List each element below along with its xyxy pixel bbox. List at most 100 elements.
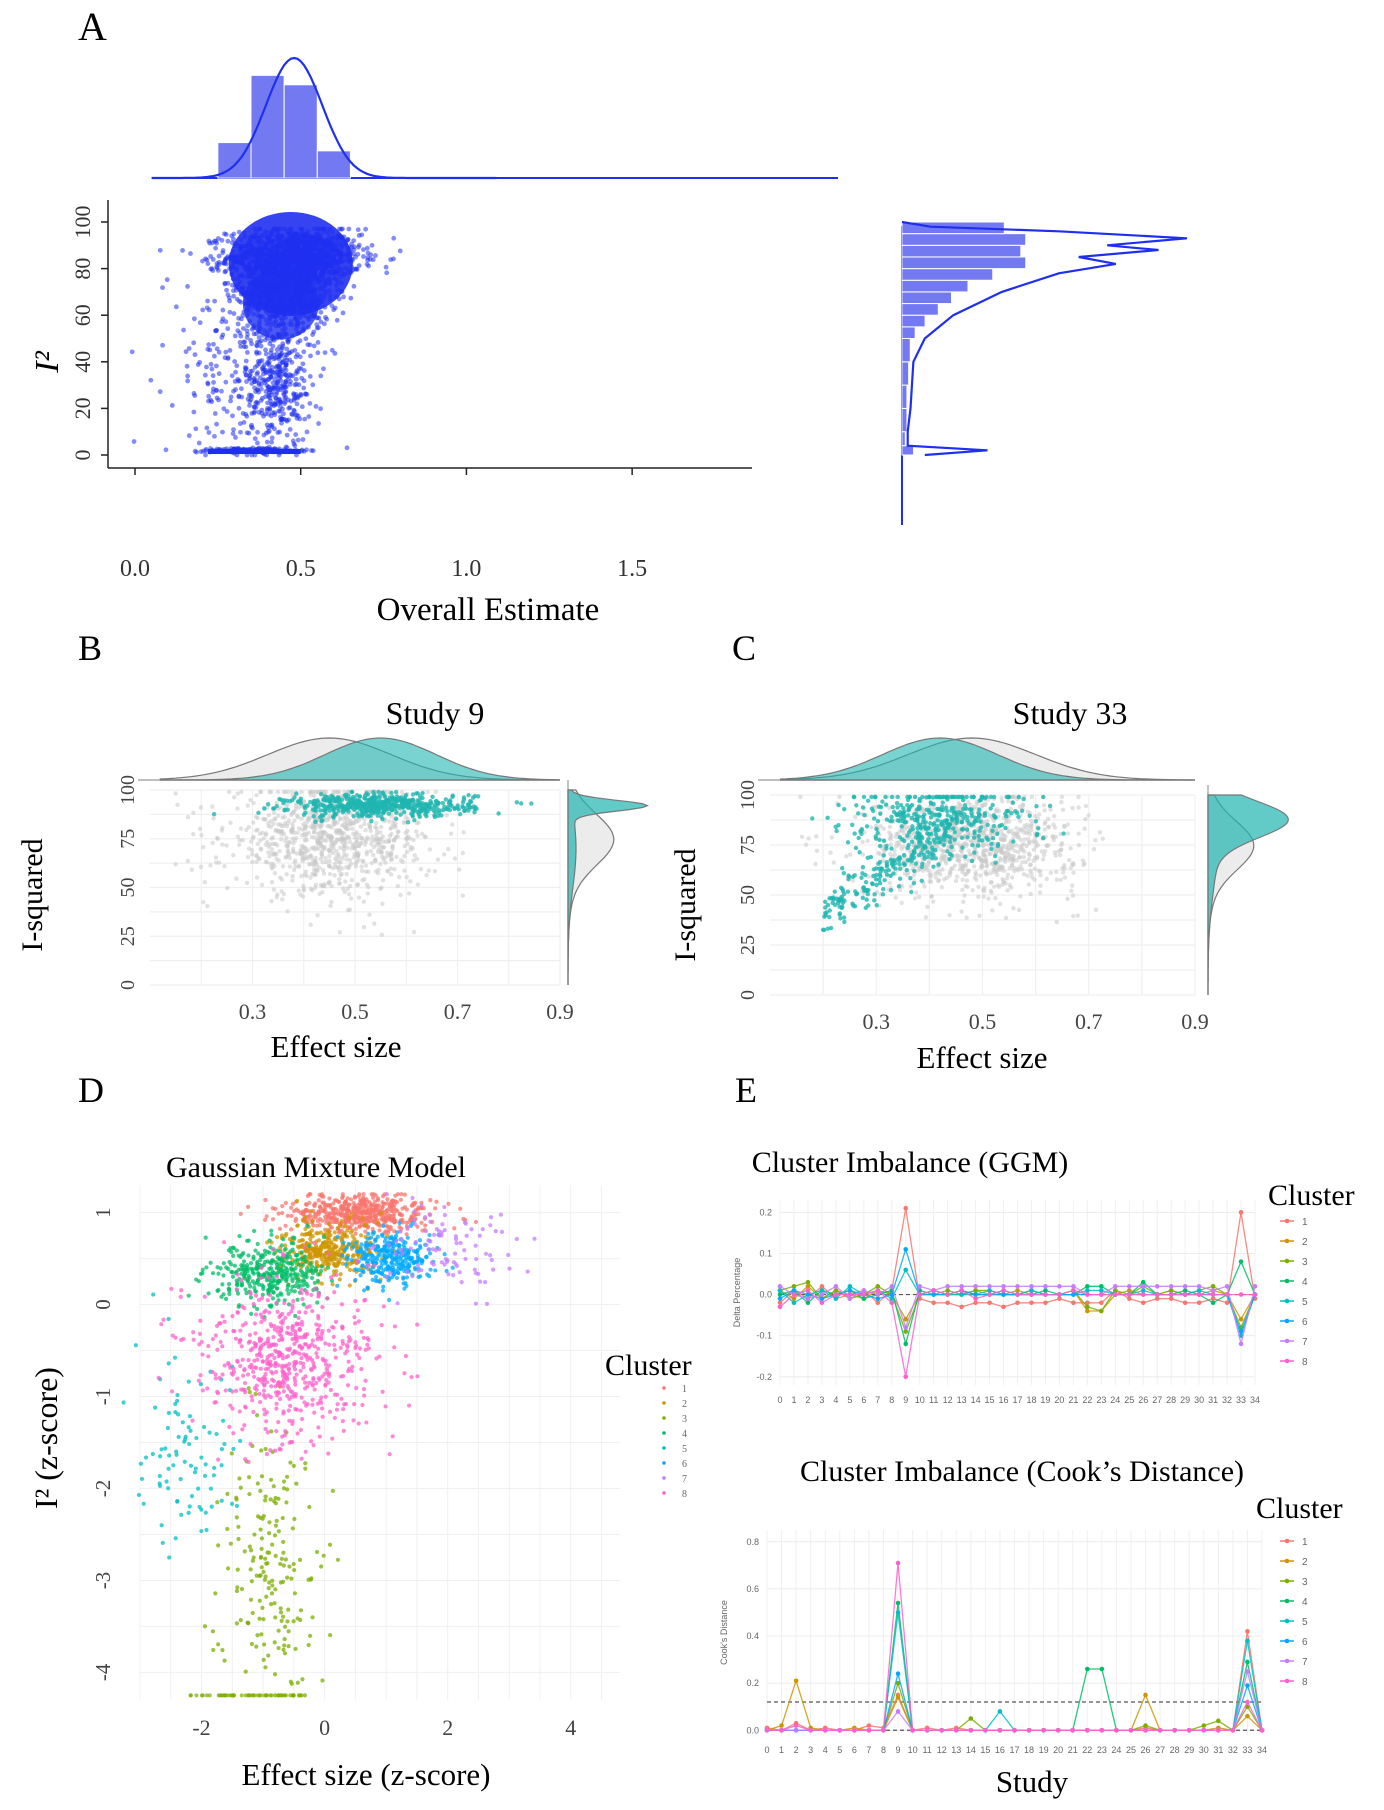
scatter-point: [276, 363, 281, 369]
scatter-point: [901, 844, 906, 849]
scatter-point: [248, 338, 254, 343]
scatter-point: [252, 409, 258, 414]
scatter-point: [313, 867, 319, 873]
scatter-point: [344, 852, 349, 858]
scatter-point: [1003, 915, 1009, 921]
scatter-point: [404, 874, 409, 880]
scatter-point: [427, 847, 433, 852]
scatter-point: [981, 887, 986, 892]
scatter-point: [186, 433, 192, 439]
scatter-point: [290, 412, 295, 417]
scatter-point: [988, 851, 993, 856]
scatter-point: [332, 305, 338, 311]
scatter-point: [293, 806, 299, 812]
scatter-point: [397, 248, 403, 254]
scatter-point: [452, 856, 458, 861]
scatter-point: [1032, 877, 1037, 882]
scatter-point: [268, 350, 274, 356]
scatter-point: [436, 808, 442, 813]
scatter-point: [223, 232, 229, 237]
scatter-point: [338, 836, 343, 842]
scatter-point: [173, 791, 178, 796]
scatter-point: [227, 348, 233, 353]
scatter-point: [960, 867, 966, 872]
scatter-point: [287, 864, 293, 869]
scatter-point: [837, 794, 842, 800]
scatter-point: [211, 380, 216, 385]
scatter-point: [417, 805, 423, 810]
scatter-point: [249, 394, 255, 399]
scatter-point: [1040, 857, 1046, 862]
scatter-point: [950, 866, 955, 871]
scatter-point: [373, 820, 379, 826]
scatter-point: [245, 323, 251, 329]
scatter-point: [258, 343, 264, 349]
scatter-point: [351, 813, 356, 819]
scatter-point: [205, 261, 211, 267]
scatter-point: [345, 821, 350, 826]
x-tick-label: 0.3: [863, 1009, 891, 1034]
scatter-point: [299, 847, 304, 853]
scatter-point: [998, 901, 1003, 907]
scatter-point: [214, 265, 220, 271]
scatter-point: [352, 835, 358, 840]
scatter-point: [338, 872, 344, 878]
scatter-point: [318, 319, 324, 325]
scatter-point: [374, 826, 379, 831]
scatter-point: [388, 257, 394, 263]
scatter-point: [263, 347, 268, 353]
scatter-point: [224, 409, 230, 414]
scatter-point: [247, 399, 253, 404]
scatter-point: [403, 830, 408, 836]
scatter-point: [221, 406, 227, 412]
x-tick-label: 0.7: [444, 999, 472, 1024]
scatter-point: [358, 824, 364, 829]
scatter-point: [938, 847, 943, 852]
scatter-point: [303, 810, 308, 816]
scatter-point: [245, 803, 251, 808]
y-tick-label: 100: [117, 775, 139, 805]
scatter-point: [404, 836, 409, 841]
scatter-point: [448, 802, 453, 807]
scatter-point: [342, 889, 347, 895]
scatter-point: [255, 841, 260, 847]
right-histogram-bar: [901, 256, 1027, 270]
scatter-point: [402, 843, 407, 849]
scatter-point: [282, 814, 287, 820]
scatter-point: [424, 810, 429, 815]
scatter-point: [299, 833, 305, 838]
scatter-point: [225, 238, 231, 244]
panel-b-xlabel: Effect size: [270, 1029, 401, 1064]
scatter-point: [197, 359, 203, 365]
scatter-point: [999, 865, 1005, 870]
scatter-point: [351, 283, 357, 289]
scatter-point: [402, 795, 408, 800]
scatter-point: [216, 349, 222, 355]
scatter-point: [1017, 818, 1023, 824]
scatter-point: [223, 379, 229, 385]
scatter-point: [1005, 888, 1010, 893]
scatter-point: [448, 831, 454, 836]
scatter-point: [346, 891, 352, 897]
scatter-point: [236, 229, 242, 235]
right-histogram-bar: [901, 384, 908, 409]
right-histogram-bar: [901, 338, 911, 363]
scatter-point: [206, 307, 212, 313]
scatter-point: [327, 858, 332, 864]
y-tick-label: 0: [737, 990, 759, 1000]
scatter-point: [263, 430, 269, 436]
scatter-point: [207, 240, 213, 246]
scatter-point: [265, 406, 270, 411]
scatter-point: [391, 235, 397, 241]
scatter-point: [255, 429, 260, 435]
scatter-point: [1016, 868, 1021, 873]
scatter-point: [389, 825, 394, 830]
scatter-point: [1054, 877, 1060, 882]
scatter-point: [1009, 828, 1014, 833]
scatter-point: [457, 812, 463, 817]
scatter-point: [250, 835, 256, 841]
scatter-point: [296, 864, 302, 869]
scatter-point: [853, 814, 858, 820]
scatter-point: [216, 860, 222, 866]
scatter-point: [304, 429, 310, 435]
